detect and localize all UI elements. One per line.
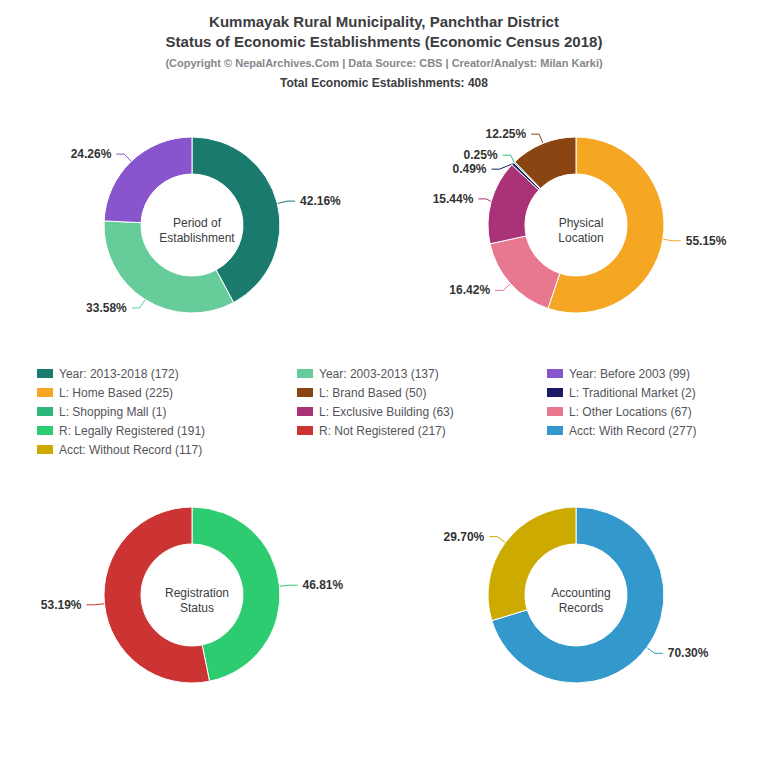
svg-text:Physical: Physical xyxy=(559,216,604,230)
svg-text:Location: Location xyxy=(558,231,603,245)
svg-text:Status of Economic Establishme: Status of Economic Establishments (Econo… xyxy=(166,33,603,50)
svg-text:16.42%: 16.42% xyxy=(449,283,490,297)
svg-text:Year: Before 2003 (99): Year: Before 2003 (99) xyxy=(569,367,690,381)
svg-text:0.25%: 0.25% xyxy=(464,148,498,162)
svg-text:0.49%: 0.49% xyxy=(453,162,487,176)
svg-text:55.15%: 55.15% xyxy=(686,234,727,248)
svg-text:Total Economic Establishments:: Total Economic Establishments: 408 xyxy=(280,76,488,90)
svg-text:29.70%: 29.70% xyxy=(444,530,485,544)
svg-text:L: Home Based (225): L: Home Based (225) xyxy=(59,386,173,400)
svg-text:L: Other Locations (67): L: Other Locations (67) xyxy=(569,405,692,419)
svg-text:Status: Status xyxy=(180,601,214,615)
svg-text:53.19%: 53.19% xyxy=(41,598,82,612)
svg-text:Acct: Without Record (117): Acct: Without Record (117) xyxy=(59,443,202,457)
svg-text:Acct: With Record (277): Acct: With Record (277) xyxy=(569,424,696,438)
svg-text:46.81%: 46.81% xyxy=(303,578,344,592)
svg-text:L: Exclusive Building (63): L: Exclusive Building (63) xyxy=(319,405,454,419)
svg-text:Year: 2003-2013 (137): Year: 2003-2013 (137) xyxy=(319,367,439,381)
svg-text:R: Not Registered (217): R: Not Registered (217) xyxy=(319,424,446,438)
svg-text:Establishment: Establishment xyxy=(159,231,235,245)
svg-text:Registration: Registration xyxy=(165,586,229,600)
svg-text:70.30%: 70.30% xyxy=(668,646,709,660)
svg-text:R: Legally Registered (191): R: Legally Registered (191) xyxy=(59,424,205,438)
svg-text:Kummayak Rural Municipality, P: Kummayak Rural Municipality, Panchthar D… xyxy=(209,13,559,30)
svg-text:33.58%: 33.58% xyxy=(86,301,127,315)
svg-text:L: Brand Based (50): L: Brand Based (50) xyxy=(319,386,426,400)
svg-text:L: Traditional Market (2): L: Traditional Market (2) xyxy=(569,386,696,400)
svg-text:Accounting: Accounting xyxy=(551,586,610,600)
svg-text:12.25%: 12.25% xyxy=(486,127,527,141)
svg-text:L: Shopping Mall (1): L: Shopping Mall (1) xyxy=(59,405,166,419)
svg-text:Records: Records xyxy=(559,601,604,615)
svg-text:42.16%: 42.16% xyxy=(300,194,341,208)
svg-text:24.26%: 24.26% xyxy=(71,147,112,161)
svg-text:Year: 2013-2018 (172): Year: 2013-2018 (172) xyxy=(59,367,179,381)
svg-text:15.44%: 15.44% xyxy=(433,192,474,206)
svg-text:Period of: Period of xyxy=(173,216,222,230)
svg-text:(Copyright © NepalArchives.Com: (Copyright © NepalArchives.Com | Data So… xyxy=(165,57,603,69)
